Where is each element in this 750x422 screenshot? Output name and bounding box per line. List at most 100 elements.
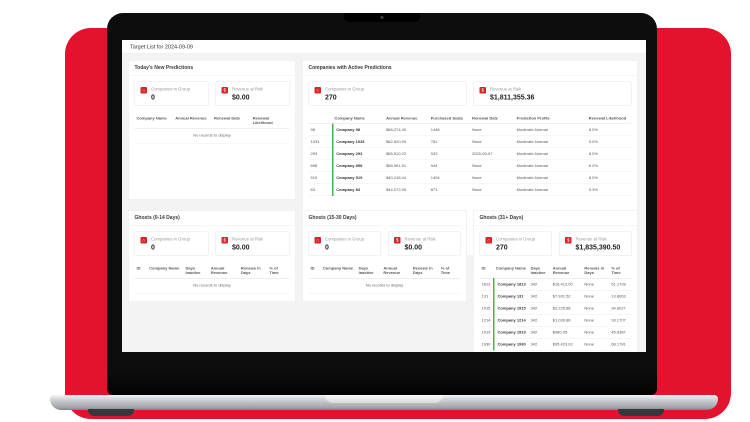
table-cell: $65,510.22 [384, 147, 429, 160]
column-header[interactable]: Annual Revenue [550, 263, 583, 279]
column-header[interactable]: Renews in Days [410, 263, 439, 279]
column-header[interactable] [308, 113, 333, 124]
stat-card-companies-in-group: ⌂ Companies in Group 0 [308, 231, 381, 256]
column-header[interactable]: Renews in Days [582, 263, 610, 279]
ghosts-table: ID Company Name Days Inactive Annual Revenu… [479, 263, 632, 351]
column-header[interactable]: Days Inactive [528, 263, 551, 279]
table-row[interactable]: 1214 Company 1214 342 $1,039.86 None 93.1707 [479, 314, 632, 327]
stat-label: Companies in Group [496, 236, 535, 242]
column-header[interactable]: % of Time [609, 263, 632, 279]
table-row[interactable]: 83 Company 83 $44,072.05 871 None Moderate-No… [308, 183, 632, 196]
column-header[interactable]: Renewal Date [469, 113, 515, 124]
column-header[interactable]: Company Name [134, 113, 174, 129]
table-cell: 871 [428, 183, 470, 196]
column-header[interactable]: Days Inactive [183, 263, 209, 279]
companies-icon: ⌂ [485, 237, 492, 244]
table-row[interactable]: 1930 Company 1930 342 $95,423.02 None 68.1781 [479, 338, 632, 351]
table-cell: 933 [428, 147, 470, 160]
revenue-icon: $ [565, 237, 572, 244]
table-cell: 8.0% [586, 147, 632, 160]
column-header[interactable]: Company Name [147, 263, 184, 279]
column-header[interactable]: % of Time [438, 263, 461, 279]
table-cell: None [582, 314, 610, 327]
column-header[interactable]: ID [308, 263, 321, 279]
table-cell: 781 [428, 135, 470, 148]
table-cell: Company 293 [331, 147, 385, 160]
table-cell: None [582, 302, 610, 315]
table-row[interactable]: 898 Company 898 $58,961.51 944 None Moderate-… [308, 159, 632, 172]
table-cell: 342 [528, 338, 551, 351]
stat-card-revenue-at-risk: $ Revenue at Risk $1,811,355.36 [473, 81, 632, 106]
ghosts-table: ID Company Name Days Inactive Annual Revenu… [308, 263, 461, 279]
column-header[interactable]: Days Inactive [356, 263, 382, 279]
table-cell: 8.0% [586, 171, 632, 184]
predictions-table: Company Name Annual Revenue Renewal Date Re… [134, 113, 290, 129]
table-header-row: Company Name Annual Revenue Renewal Date Re… [134, 113, 290, 129]
column-header[interactable]: Renewal Likelihood [250, 113, 290, 129]
column-header[interactable]: Renewal Date [212, 113, 251, 129]
column-header[interactable]: Company Name [493, 263, 529, 279]
table-cell: 342 [528, 326, 551, 339]
table-row[interactable]: 98 Company 98 $68,274.40 1448 None Moderate-N… [308, 123, 632, 136]
table-cell: 83 [308, 183, 333, 196]
table-cell: 51.1728 [609, 278, 632, 291]
table-cell: Company 98 [331, 123, 385, 136]
column-header[interactable]: Purchased Seats [428, 113, 470, 124]
camera-notch [344, 13, 420, 22]
stat-row: ⌂ Companies in Group 0 $ Revenue at Risk… [303, 226, 467, 263]
stat-label: Revenue at Risk [490, 86, 522, 92]
table-cell: Moderate-Normal [514, 147, 587, 160]
panel-title: Ghosts (0-14 Days) [128, 211, 296, 226]
table-cell: None [469, 159, 515, 172]
table-row[interactable]: 1813 Company 1813 342 $16,412.00 None 51.1728 [479, 278, 632, 291]
column-header[interactable]: ID [134, 263, 148, 279]
column-header[interactable]: Annual Revenue [381, 263, 411, 279]
table-cell: $44,072.05 [384, 183, 429, 196]
revenue-icon: $ [479, 87, 486, 94]
stat-card-companies-in-group: ⌂ Companies in Group 0 [134, 231, 209, 256]
table-row[interactable]: 519 Company 519 $40,248.44 1404 None Moderate… [308, 171, 632, 184]
companies-icon: ⌂ [140, 87, 147, 94]
table-row[interactable]: 131 Company 131 342 $7,931.52 None 13.8063 [479, 290, 632, 303]
stat-label: Companies in Group [151, 86, 190, 92]
column-header[interactable]: ID [479, 263, 494, 279]
table-cell: Company 1214 [493, 314, 529, 327]
table-cell: 98 [308, 123, 333, 136]
stat-label: Revenue at Risk [575, 236, 607, 242]
table-cell: None [582, 290, 610, 303]
table-cell: Company 1919 [493, 326, 529, 339]
revenue-icon: $ [394, 237, 401, 244]
table-row[interactable]: 1919 Company 1919 342 $980.05 None 45.8387 [479, 326, 632, 339]
column-header[interactable]: Company Name [320, 263, 357, 279]
column-header[interactable]: Prediction Profile [514, 113, 587, 124]
table-cell: $2,225.88 [550, 302, 583, 315]
table-row[interactable]: 293 Company 293 $65,510.22 933 2025-09-07 Mod… [308, 147, 632, 160]
stat-card-companies-in-group: ⌂ Companies in Group 0 [134, 81, 209, 106]
table-cell: None [469, 171, 515, 184]
stat-value: $1,835,390.50 [575, 243, 621, 251]
table-cell: $16,412.00 [550, 278, 583, 291]
webcam-icon [380, 16, 384, 19]
column-header[interactable]: Annual Revenue [173, 113, 212, 129]
table-cell: Company 1930 [493, 338, 529, 351]
column-header[interactable]: Renews in Days [238, 263, 268, 279]
column-header[interactable]: % of Time [267, 263, 290, 279]
table-cell: 1033 [308, 135, 333, 148]
table-cell: Company 1033 [331, 135, 385, 148]
table-cell: None [582, 326, 610, 339]
stat-value: 0 [151, 93, 155, 101]
table-cell: $62,820.00 [384, 135, 429, 148]
table-cell: Company 131 [493, 290, 529, 303]
stat-row: ⌂ Companies in Group 0 $ Revenue at Risk… [129, 226, 296, 263]
column-header[interactable]: Annual Revenue [208, 263, 239, 279]
column-header[interactable]: Annual Revenue [384, 113, 429, 124]
column-header[interactable]: Renewal Likelihood [586, 113, 632, 124]
column-header[interactable]: Company Name [332, 113, 385, 124]
table-cell: $980.05 [550, 326, 583, 339]
table-row[interactable]: 1915 Company 1915 342 $2,225.88 None 94.8027 [479, 302, 632, 315]
table-cell: $40,248.44 [384, 171, 429, 184]
table-cell: 93.1707 [609, 314, 632, 327]
table-row[interactable]: 1033 Company 1033 $62,820.00 781 None Moderat… [308, 135, 632, 148]
table-cell: None [469, 183, 515, 196]
